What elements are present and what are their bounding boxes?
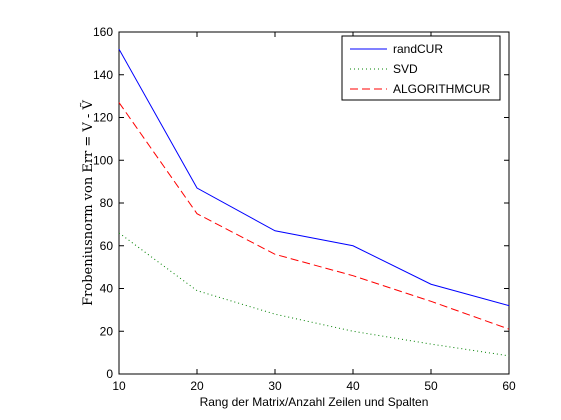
legend-label-randcur: randCUR xyxy=(393,42,443,56)
axis-ticks: 10 20 30 40 50 60 0 20 40 60 80 100 120 140 160 xyxy=(93,25,516,393)
x-tick-label: 30 xyxy=(268,379,282,393)
y-tick-label: 140 xyxy=(93,68,113,82)
legend: randCUR SVD ALGORITHMCUR xyxy=(341,35,501,101)
x-axis-label: Rang der Matrix/Anzahl Zeilen und Spalte… xyxy=(200,395,429,409)
x-tick-label: 10 xyxy=(112,379,126,393)
y-axis-label: Frobeniusnorm von Err = V - Ṽ xyxy=(80,100,96,306)
x-tick-label: 50 xyxy=(424,379,438,393)
legend-label-svd: SVD xyxy=(393,62,418,76)
y-tick-label: 80 xyxy=(100,196,114,210)
x-tick-label: 60 xyxy=(502,379,516,393)
series-line-svd xyxy=(118,232,510,357)
y-tick-label: 40 xyxy=(100,282,114,296)
y-tick-label: 160 xyxy=(93,25,113,39)
x-tick-label: 40 xyxy=(346,379,360,393)
y-tick-label: 20 xyxy=(100,324,114,338)
y-tick-label: 100 xyxy=(93,153,113,167)
series-lines xyxy=(118,48,510,357)
x-tick-label: 20 xyxy=(190,379,204,393)
series-line-randcur xyxy=(118,48,510,307)
y-tick-label: 0 xyxy=(106,367,113,381)
series-line-algorithmcur xyxy=(118,102,510,330)
y-tick-label: 120 xyxy=(93,111,113,125)
y-tick-label: 60 xyxy=(100,239,114,253)
legend-label-algorithmcur: ALGORITHMCUR xyxy=(393,82,491,96)
